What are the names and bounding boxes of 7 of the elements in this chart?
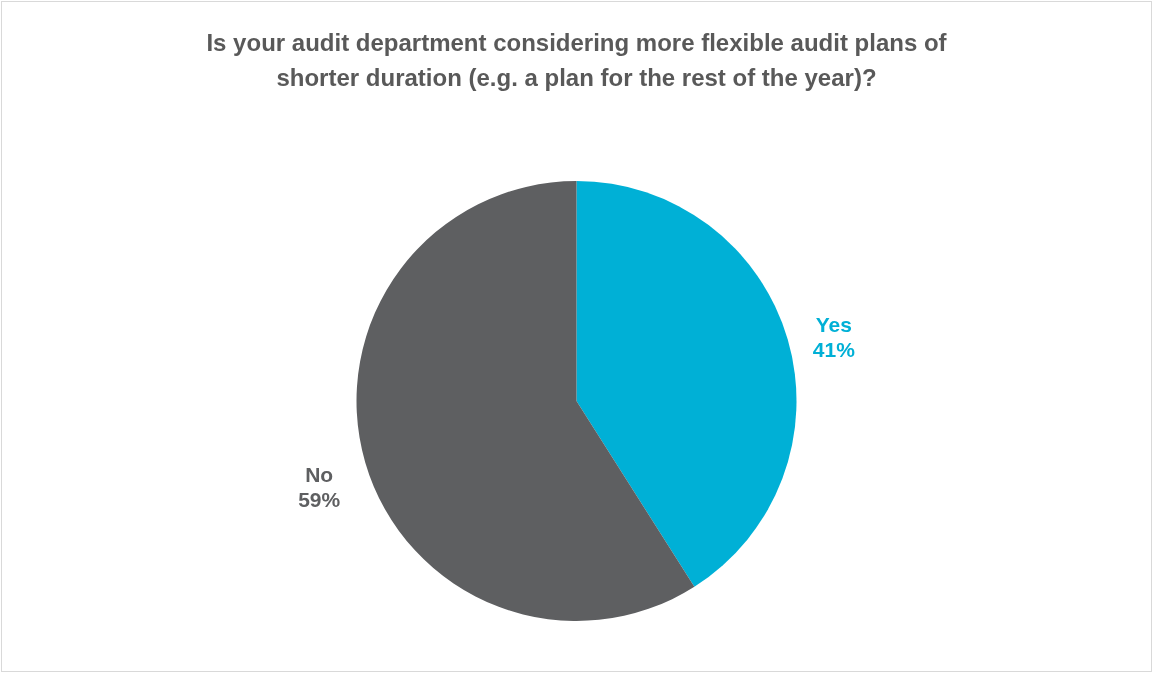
slice-label: Yes: [815, 313, 852, 337]
data-label: 41%: [812, 338, 856, 362]
pie-slice: [356, 181, 695, 621]
slice-label: No: [305, 462, 334, 486]
data-label: 59%: [298, 487, 341, 511]
pie-slice: [576, 181, 797, 587]
chart-title: Is your audit department considering more flexible audit plans of shorter duration (e.g. a plan for the rest of the year)?: [206, 29, 948, 91]
